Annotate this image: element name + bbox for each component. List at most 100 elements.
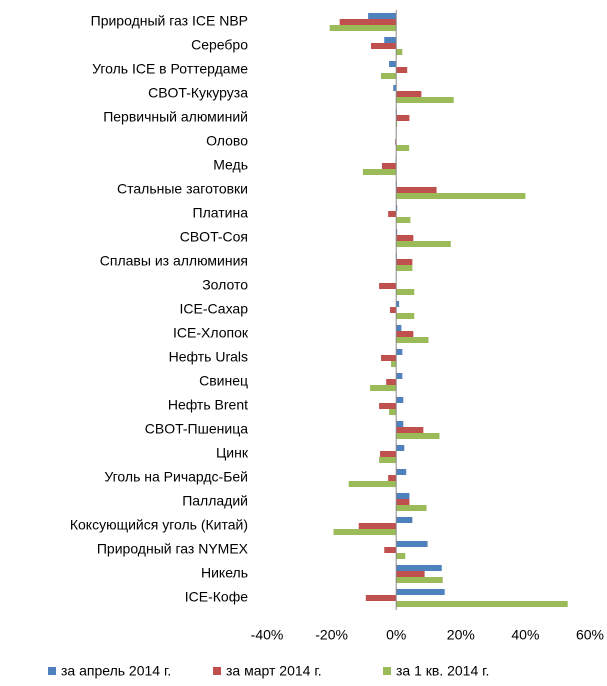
bar	[396, 313, 415, 319]
y-tick-label: Цинк	[216, 445, 249, 461]
bar	[396, 397, 404, 403]
legend-label: за март 2014 г.	[226, 663, 322, 679]
bar	[396, 187, 437, 193]
y-tick-label: Первичный алюминий	[103, 109, 248, 125]
bar	[396, 331, 414, 337]
y-tick-label: Никель	[201, 565, 248, 581]
y-tick-label: ICE-Кофе	[185, 589, 248, 605]
y-tick-label: Нефть Brent	[168, 397, 248, 413]
y-tick-label: ICE-Сахар	[180, 301, 249, 317]
bar	[384, 37, 397, 43]
bar	[396, 301, 400, 307]
bar	[396, 493, 410, 499]
bar	[396, 115, 410, 121]
y-tick-label: Палладий	[182, 493, 248, 509]
x-tick-label: 40%	[511, 627, 539, 643]
bar	[396, 445, 405, 451]
y-tick-label: Стальные заготовки	[117, 181, 248, 197]
bar	[396, 241, 451, 247]
bar	[396, 193, 526, 199]
y-tick-label: Нефть Urals	[169, 349, 248, 365]
bar	[396, 565, 442, 571]
bar	[388, 211, 397, 217]
bar	[396, 349, 403, 355]
bar	[396, 97, 454, 103]
bar	[384, 547, 397, 553]
bar	[390, 307, 397, 313]
y-tick-label: Олово	[206, 133, 248, 149]
bar	[396, 235, 414, 241]
y-tick-label: Сплавы из аллюминия	[100, 253, 248, 269]
y-tick-label: Уголь ICE в Роттердаме	[92, 61, 248, 77]
bar	[396, 499, 410, 505]
legend-label: за 1 кв. 2014 г.	[396, 663, 489, 679]
bar	[388, 475, 397, 481]
bar	[380, 451, 397, 457]
bar	[396, 427, 424, 433]
bar	[396, 589, 445, 595]
bar	[368, 13, 397, 19]
x-tick-label: 60%	[576, 627, 604, 643]
y-tick-label: CBOT-Соя	[180, 229, 248, 245]
y-tick-label: Природный газ NYMEX	[97, 541, 249, 557]
bar	[396, 469, 407, 475]
x-tick-label: 0%	[386, 627, 406, 643]
y-tick-label: Уголь на Ричардс-Бей	[104, 469, 248, 485]
legend-label: за апрель 2014 г.	[61, 663, 171, 679]
x-tick-label: 20%	[447, 627, 475, 643]
y-tick-label: Природный газ ICE NBP	[91, 13, 248, 29]
y-tick-label: Медь	[213, 157, 248, 173]
bar	[379, 283, 397, 289]
bar	[396, 505, 427, 511]
x-tick-label: -20%	[315, 627, 348, 643]
bar	[391, 361, 397, 367]
y-tick-label: Свинец	[199, 373, 248, 389]
y-tick-label: CBOT-Пшеница	[145, 421, 248, 437]
bar	[362, 169, 397, 175]
bar	[396, 49, 403, 55]
bar	[396, 145, 410, 151]
y-tick-label: Серебро	[191, 37, 248, 53]
bar	[365, 595, 397, 601]
bar	[396, 91, 422, 97]
bar	[370, 385, 397, 391]
bar	[386, 379, 397, 385]
bar	[396, 601, 568, 607]
x-tick-label: -40%	[251, 627, 284, 643]
bar	[396, 325, 402, 331]
bar	[396, 421, 404, 427]
y-tick-label: Золото	[202, 277, 248, 293]
bar	[333, 529, 397, 535]
bar	[339, 19, 397, 25]
bar	[396, 337, 429, 343]
bar	[348, 481, 397, 487]
legend-swatch	[213, 667, 221, 675]
bar	[396, 265, 413, 271]
legend-swatch	[48, 667, 56, 675]
bar	[396, 259, 413, 265]
y-tick-label: Коксующийся уголь (Китай)	[70, 517, 248, 533]
bar	[389, 409, 397, 415]
bar	[329, 25, 397, 31]
bar	[393, 85, 397, 91]
bar	[381, 355, 397, 361]
bar	[396, 571, 425, 577]
legend-swatch	[383, 667, 391, 675]
bar	[389, 61, 397, 67]
bar	[381, 73, 397, 79]
bar	[396, 289, 415, 295]
bar	[358, 523, 397, 529]
bar	[396, 541, 428, 547]
bar	[396, 433, 440, 439]
bar	[396, 67, 408, 73]
y-tick-label: Платина	[193, 205, 249, 221]
bar	[379, 403, 397, 409]
bar	[371, 43, 397, 49]
bar	[396, 517, 413, 523]
bar	[396, 577, 443, 583]
bar	[379, 457, 397, 463]
bar	[396, 217, 411, 223]
bar	[396, 373, 403, 379]
y-tick-label: CBOT-Кукуруза	[148, 85, 248, 101]
